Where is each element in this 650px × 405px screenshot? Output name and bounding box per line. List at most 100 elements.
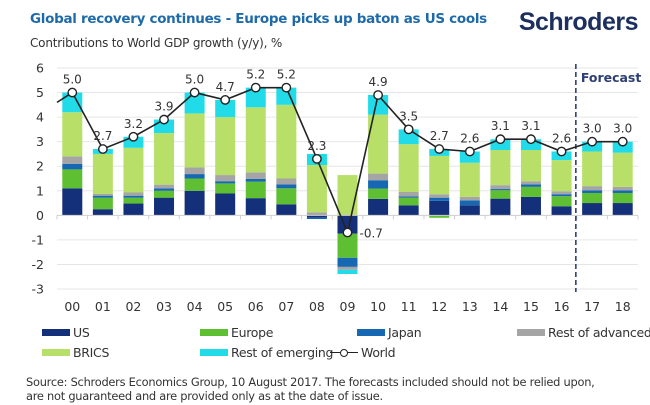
legend-label: Rest of advanced xyxy=(548,325,650,340)
bar-segment-us xyxy=(429,200,450,216)
legend-swatch-rest-of-emerging xyxy=(200,349,228,356)
x-tick-label: 01 xyxy=(95,299,111,314)
bar-segment-japan xyxy=(92,195,113,198)
bar-segment-brics xyxy=(459,162,480,197)
forecast-marker: Forecast xyxy=(575,64,641,292)
chart-title: Global recovery continues - Europe picks… xyxy=(30,11,487,27)
bar-segment-europe xyxy=(276,188,297,205)
bar-segment-japan xyxy=(62,163,83,170)
world-value-label: 2.7 xyxy=(93,129,112,143)
bar-stack-09 xyxy=(337,175,358,275)
world-value-label: 3.9 xyxy=(154,100,173,114)
y-tick-label: -1 xyxy=(32,232,44,247)
bar-segment-rest-of-advanced xyxy=(215,175,236,182)
world-point xyxy=(495,134,506,145)
bar-segment-rest-of-advanced xyxy=(398,192,419,197)
bar-segment-brics xyxy=(215,117,236,176)
chart-subtitle: Contributions to World GDP growth (y/y),… xyxy=(30,36,283,50)
bar-segment-brics xyxy=(337,175,358,216)
bar-segment-us xyxy=(92,209,113,216)
legend-swatch-japan xyxy=(357,329,385,336)
bar-segment-europe xyxy=(184,178,205,191)
world-point xyxy=(128,131,139,142)
bar-segment-europe xyxy=(490,190,511,199)
world-point xyxy=(281,82,292,93)
bar-stack-06 xyxy=(245,87,266,216)
legend-item-us: US xyxy=(42,325,90,340)
bar-segment-us xyxy=(306,215,327,218)
world-value-label: 3.2 xyxy=(124,117,143,131)
bar-segment-rest-of-emerging xyxy=(62,92,83,113)
bar-segment-japan xyxy=(398,196,419,198)
bar-segment-us xyxy=(368,198,389,216)
bar-segment-rest-of-advanced xyxy=(184,167,205,175)
bar-stack-10 xyxy=(368,95,389,216)
world-point xyxy=(312,153,322,164)
bar-segment-rest-of-advanced xyxy=(459,196,480,201)
bar-segment-rest-of-advanced xyxy=(520,181,541,185)
x-tick-label: 13 xyxy=(462,299,478,314)
bar-stack-03 xyxy=(154,119,175,216)
world-value-label: 5.0 xyxy=(63,73,82,87)
bar-segment-europe xyxy=(520,186,541,197)
bar-segment-brics xyxy=(123,147,144,193)
bar-segment-brics xyxy=(184,113,205,168)
bar-segment-japan xyxy=(582,190,603,193)
bar-segment-japan xyxy=(154,188,175,191)
world-value-label: 2.6 xyxy=(460,131,479,145)
bar-segment-rest-of-advanced xyxy=(368,173,389,181)
bar-segment-us xyxy=(582,203,603,216)
data-labels: 5.0 2.7 3.2 3.9 5.0 4.7 5.2 5.2 2.3 -0.7 4.9 3.5 2.7… xyxy=(63,68,633,241)
world-point xyxy=(587,136,598,147)
bar-segment-brics xyxy=(368,114,389,174)
bar-stack-17 xyxy=(582,141,603,216)
bar-segment-rest-of-emerging xyxy=(520,139,541,151)
legend-item-rest-of-emerging: Rest of emerging xyxy=(200,345,333,360)
bar-segment-europe xyxy=(245,181,266,199)
bar-segment-rest-of-advanced xyxy=(62,156,83,164)
bar-segment-japan xyxy=(337,257,358,267)
bar-segment-rest-of-advanced xyxy=(582,186,603,191)
y-tick-label: -3 xyxy=(32,282,44,297)
x-tick-label: 17 xyxy=(584,299,600,314)
y-tick-label: 5 xyxy=(36,85,44,100)
bar-segment-rest-of-emerging xyxy=(215,99,236,118)
legend-label: US xyxy=(73,325,90,340)
bar-segment-europe xyxy=(398,197,419,206)
bar-segment-brics xyxy=(551,160,572,192)
bar-segment-us xyxy=(62,188,83,216)
bar-stack-02 xyxy=(123,136,144,216)
world-point xyxy=(434,144,445,154)
world-point xyxy=(373,90,383,100)
y-tick-label: 2 xyxy=(36,159,44,174)
bar-segment-us xyxy=(398,205,419,216)
bar-segment-japan xyxy=(612,190,633,193)
bar-segment-europe xyxy=(582,192,603,204)
bar-segment-japan xyxy=(520,184,541,187)
schroders-logo: Schroders xyxy=(518,8,639,36)
x-tick-label: 04 xyxy=(187,299,203,314)
bar-segment-rest-of-advanced xyxy=(154,184,175,189)
world-value-label: 4.7 xyxy=(216,80,235,94)
bar-segment-europe xyxy=(551,196,572,207)
world-point xyxy=(526,134,536,145)
bar-segment-us xyxy=(520,196,541,216)
bar-segment-japan xyxy=(551,194,572,197)
world-value-label: 3.5 xyxy=(399,109,418,123)
bar-segment-japan xyxy=(306,217,327,220)
bar-segment-brics xyxy=(245,107,266,173)
bar-segment-us xyxy=(245,198,266,216)
bar-segment-rest-of-advanced xyxy=(429,194,450,198)
world-point xyxy=(556,146,567,157)
world-point xyxy=(220,95,231,105)
bar-segment-us xyxy=(184,190,205,216)
bar-stack-00 xyxy=(62,92,83,216)
bar-segment-europe xyxy=(62,169,83,189)
bar-segment-rest-of-advanced xyxy=(490,185,511,190)
world-line-marker-icon xyxy=(330,348,358,358)
legend-swatch-europe xyxy=(200,329,228,336)
x-tick-label: 08 xyxy=(309,299,325,314)
legend-item-brics: BRICS xyxy=(42,345,109,360)
bar-stack-01 xyxy=(92,149,113,216)
